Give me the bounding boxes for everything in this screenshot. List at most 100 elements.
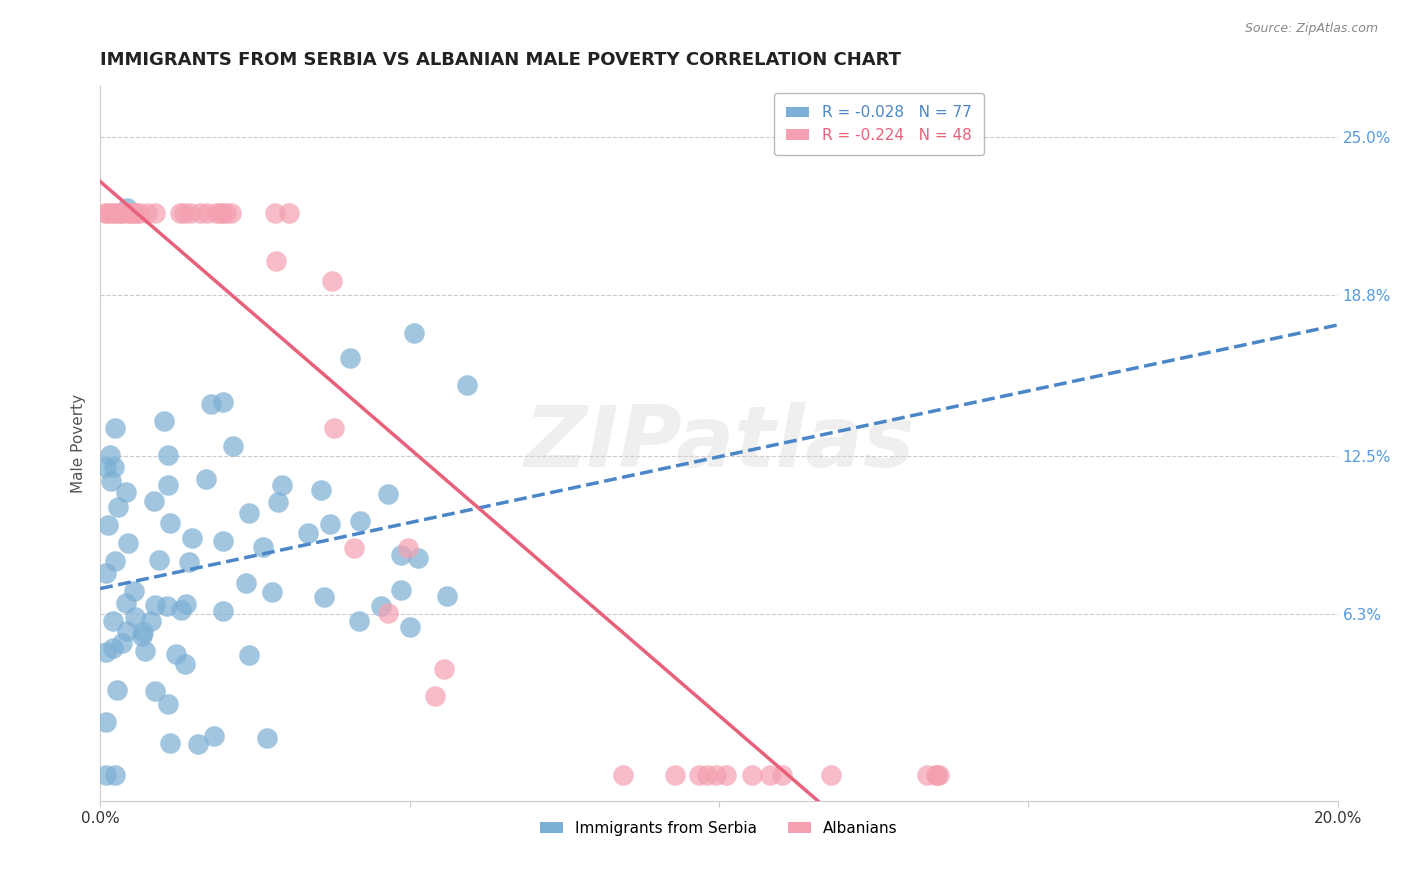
Text: Source: ZipAtlas.com: Source: ZipAtlas.com (1244, 22, 1378, 36)
Point (101, 614, 124, 628)
Point (179, 206, 201, 220)
Point (156, 448, 179, 462)
Point (96, 206, 118, 220)
Point (389, 548, 412, 562)
Point (115, 624, 138, 639)
Point (120, 206, 142, 220)
Point (433, 662, 456, 676)
Point (194, 472, 217, 486)
Point (612, 768, 634, 782)
Point (188, 206, 211, 220)
Point (103, 460, 125, 475)
Point (215, 206, 238, 220)
Point (145, 684, 167, 698)
Point (267, 495, 290, 509)
Point (128, 206, 150, 220)
Point (174, 657, 197, 671)
Point (322, 421, 344, 435)
Point (131, 629, 153, 643)
Point (112, 206, 135, 220)
Point (96, 768, 118, 782)
Point (222, 439, 245, 453)
Point (142, 493, 165, 508)
Text: ZIPatlas: ZIPatlas (524, 401, 914, 484)
Point (114, 485, 136, 500)
Point (200, 397, 222, 411)
Point (396, 541, 419, 555)
Point (173, 206, 195, 220)
Point (122, 583, 145, 598)
Point (716, 768, 738, 782)
Point (179, 555, 201, 569)
Point (235, 576, 257, 591)
Point (915, 768, 938, 782)
Point (278, 206, 301, 220)
Text: IMMIGRANTS FROM SERBIA VS ALBANIAN MALE POVERTY CORRELATION CHART: IMMIGRANTS FROM SERBIA VS ALBANIAN MALE … (100, 51, 901, 69)
Point (212, 395, 235, 409)
Point (152, 414, 174, 428)
Point (342, 541, 364, 555)
Point (256, 731, 278, 745)
Point (170, 602, 193, 616)
Point (100, 475, 122, 489)
Point (156, 698, 179, 712)
Point (96, 206, 118, 220)
Point (107, 500, 129, 515)
Point (696, 768, 718, 782)
Point (180, 532, 202, 546)
Y-axis label: Male Poverty: Male Poverty (72, 393, 86, 492)
Point (408, 550, 430, 565)
Point (143, 598, 166, 612)
Point (101, 640, 124, 655)
Point (159, 516, 181, 530)
Point (134, 643, 156, 657)
Point (377, 487, 399, 501)
Point (135, 206, 157, 220)
Point (925, 768, 948, 782)
Point (148, 552, 170, 566)
Point (377, 606, 399, 620)
Point (436, 589, 458, 603)
Point (156, 599, 179, 613)
Point (105, 683, 128, 698)
Point (96, 566, 118, 581)
Point (132, 625, 155, 640)
Point (297, 526, 319, 541)
Point (124, 609, 146, 624)
Point (165, 647, 187, 661)
Point (456, 378, 478, 392)
Point (104, 421, 127, 435)
Point (159, 736, 181, 750)
Point (117, 536, 139, 550)
Point (425, 689, 447, 703)
Point (111, 636, 134, 650)
Point (264, 206, 287, 220)
Point (169, 206, 191, 220)
Point (211, 206, 233, 220)
Point (928, 768, 950, 782)
Point (309, 483, 332, 498)
Point (204, 206, 226, 220)
Point (688, 768, 710, 782)
Point (202, 730, 225, 744)
Point (174, 597, 197, 611)
Point (820, 768, 842, 782)
Point (759, 768, 782, 782)
Point (104, 554, 127, 568)
Point (105, 206, 128, 220)
Point (122, 206, 145, 220)
Point (704, 768, 727, 782)
Point (312, 591, 335, 605)
Point (110, 206, 132, 220)
Point (96, 460, 118, 475)
Point (195, 206, 218, 220)
Point (96, 645, 118, 659)
Point (404, 326, 426, 340)
Point (124, 206, 146, 220)
Point (319, 517, 342, 532)
Point (238, 648, 260, 663)
Point (349, 614, 371, 628)
Point (271, 478, 294, 492)
Point (97, 518, 120, 533)
Point (187, 737, 209, 751)
